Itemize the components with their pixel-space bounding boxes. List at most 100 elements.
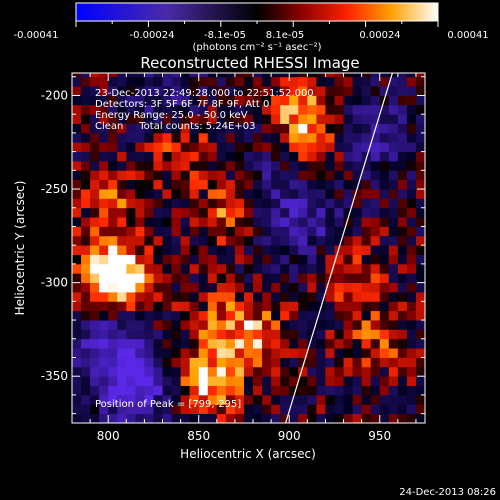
- y-axis: -200-250-300-350: [41, 76, 425, 415]
- heatmap-cell: [370, 376, 381, 386]
- heatmap-cell: [307, 104, 317, 115]
- heatmap-cell: [316, 123, 326, 134]
- heatmap-cell: [298, 245, 308, 255]
- heatmap-cell: [144, 151, 154, 162]
- x-tick-label: 850: [187, 429, 210, 443]
- heatmap-cell: [289, 95, 299, 106]
- heatmap-cell: [397, 385, 408, 396]
- heatmap-cell: [316, 413, 326, 423]
- heatmap-cell: [415, 329, 425, 340]
- heatmap-cell: [262, 348, 272, 358]
- heatmap-cell: [90, 366, 100, 377]
- heatmap-cell: [298, 235, 308, 246]
- heatmap-cell: [225, 404, 236, 415]
- heatmap-cell: [307, 404, 317, 415]
- heatmap-cell: [99, 245, 109, 255]
- heatmap-cell: [262, 142, 272, 153]
- heatmap-cell: [234, 170, 245, 181]
- heatmap-cell: [243, 226, 254, 237]
- heatmap-cell: [135, 413, 145, 423]
- heatmap-cell: [198, 301, 209, 312]
- heatmap-cell: [289, 104, 299, 115]
- heatmap-cell: [108, 263, 118, 274]
- heatmap-cell: [108, 114, 118, 124]
- heatmap-cell: [198, 76, 209, 87]
- heatmap-cell: [280, 76, 290, 87]
- heatmap-cell: [126, 189, 136, 199]
- heatmap-cell: [415, 76, 425, 87]
- heatmap-cell: [180, 189, 191, 199]
- heatmap-cell: [280, 179, 290, 190]
- heatmap-cell: [397, 254, 408, 265]
- heatmap-cell: [162, 338, 172, 349]
- heatmap-cell: [162, 366, 172, 377]
- heatmap-cell: [379, 170, 390, 181]
- heatmap-cell: [343, 235, 353, 246]
- heatmap-cell: [379, 198, 390, 209]
- heatmap-cell: [388, 273, 399, 284]
- heatmap-cell: [144, 404, 154, 415]
- heatmap-cell: [280, 104, 290, 115]
- heatmap-cell: [99, 263, 109, 274]
- heatmap-cell: [198, 320, 209, 330]
- heatmap-cell: [280, 273, 290, 284]
- heatmap-cell: [243, 198, 254, 209]
- heatmap-cell: [90, 170, 100, 181]
- heatmap-cell: [379, 329, 390, 340]
- heatmap-cell: [316, 170, 326, 181]
- heatmap-cell: [406, 170, 417, 181]
- heatmap-cell: [325, 226, 335, 237]
- heatmap-cell: [234, 348, 245, 358]
- heatmap-cell: [126, 207, 136, 218]
- heatmap-cell: [361, 329, 372, 340]
- heatmap-cell: [216, 291, 227, 302]
- heatmap-cell: [153, 151, 163, 162]
- heatmap-cell: [325, 357, 335, 368]
- heatmap-cell: [180, 291, 191, 302]
- heatmap-cell: [289, 413, 299, 423]
- heatmap-cell: [90, 357, 100, 368]
- heatmap-cell: [135, 282, 145, 293]
- heatmap-cell: [352, 329, 363, 340]
- heatmap-cell: [207, 357, 218, 368]
- heatmap-cell: [225, 357, 236, 368]
- heatmap-cell: [108, 217, 118, 227]
- heatmap-cell: [370, 245, 381, 255]
- heatmap-cell: [406, 160, 417, 171]
- heatmap-cell: [225, 413, 236, 423]
- heatmap-cell: [108, 245, 118, 255]
- heatmap-cell: [126, 170, 136, 181]
- heatmap-cell: [316, 235, 326, 246]
- heatmap-cell: [271, 404, 281, 415]
- y-tick-label: -250: [41, 182, 68, 196]
- heatmap-cell: [189, 132, 200, 143]
- heatmap-cell: [198, 348, 209, 358]
- heatmap-cell: [72, 189, 82, 199]
- heatmap-cell: [307, 301, 317, 312]
- heatmap-cell: [262, 179, 272, 190]
- heatmap-cell: [361, 273, 372, 284]
- heatmap-cell: [262, 73, 272, 78]
- heatmap-cell: [81, 273, 91, 284]
- heatmap-cell: [334, 95, 344, 106]
- heatmap-cell: [289, 245, 299, 255]
- heatmap-cell: [108, 235, 118, 246]
- heatmap-cell: [397, 273, 408, 284]
- heatmap-cell: [379, 385, 390, 396]
- heatmap-cell: [280, 413, 290, 423]
- heatmap-cell: [153, 263, 163, 274]
- heatmap-cell: [262, 95, 272, 106]
- heatmap-cell: [153, 291, 163, 302]
- heatmap-cell: [370, 366, 381, 377]
- heatmap-cell: [198, 104, 209, 115]
- heatmap-cell: [189, 413, 200, 423]
- heatmap-cell: [271, 217, 281, 227]
- heatmap-cell: [253, 198, 263, 209]
- heatmap-cell: [406, 357, 417, 368]
- heatmap-cell: [243, 338, 254, 349]
- heatmap-cell: [108, 320, 118, 330]
- heatmap-cell: [243, 404, 254, 415]
- heatmap-cell: [207, 86, 218, 96]
- heatmap-cell: [72, 76, 82, 87]
- heatmap-cell: [370, 114, 381, 124]
